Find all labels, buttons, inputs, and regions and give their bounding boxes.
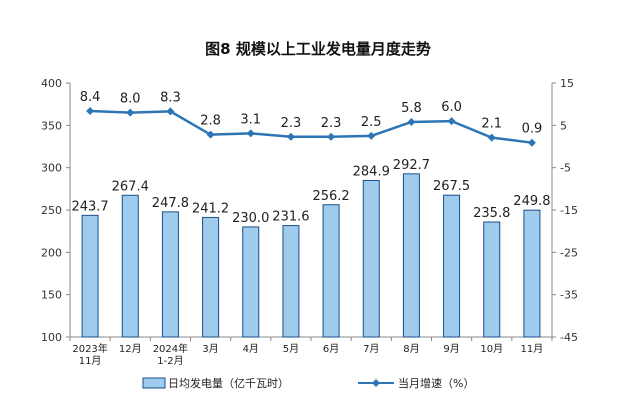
bar-value-label: 267.4 [112, 179, 149, 194]
line-point [86, 106, 95, 115]
bar-value-label: 231.6 [272, 210, 309, 225]
line-point [206, 130, 215, 139]
line-point [286, 132, 295, 141]
legend-line-label: 当月增速（%） [398, 376, 474, 390]
bar [202, 216, 220, 338]
legend-line-marker [372, 379, 380, 387]
x-tick-label: 12月 [119, 343, 142, 355]
line-value-label: 8.3 [160, 90, 181, 105]
y-left-tick-label: 300 [41, 162, 62, 175]
line-value-label: 2.3 [281, 116, 302, 131]
bar [121, 194, 139, 338]
y-left-tick-label: 200 [41, 246, 62, 259]
y-right-tick-label: 5 [560, 119, 567, 132]
line-point [487, 133, 496, 142]
bar-value-label: 284.9 [353, 164, 390, 179]
legend-bar-label: 日均发电量（亿千瓦时） [168, 376, 289, 390]
bar [523, 209, 541, 338]
legend: 日均发电量（亿千瓦时） 当月增速（%） [142, 376, 474, 390]
y-right-tick-label: -45 [560, 331, 578, 344]
line-value-label: 3.1 [240, 112, 261, 127]
line-point [527, 138, 536, 147]
line-value-label: 2.8 [200, 114, 221, 129]
legend-bar-swatch [142, 377, 166, 389]
y-right-tick-label: -15 [560, 204, 578, 217]
line-series: 8.4 8.0 8.3 2.8 3.1 2.3 2.3 2.5 5.8 6.0 2.1 0.9 [80, 90, 543, 147]
bar [443, 194, 461, 338]
bar-value-label: 256.2 [312, 189, 349, 204]
line-point [447, 117, 456, 126]
bar [483, 221, 501, 338]
y-left-tick-label: 250 [41, 204, 62, 217]
bar [161, 211, 179, 338]
axes: 100 150 200 250 300 350 400 -45 -35 -25 -15 -5 5 15 20… [41, 77, 578, 367]
line-point [367, 131, 376, 140]
x-tick-label: 8月 [403, 343, 419, 355]
y-right-tick-label: 15 [560, 77, 574, 90]
line-point [166, 107, 175, 116]
line-value-label: 8.0 [120, 92, 141, 107]
line-value-label: 2.1 [481, 117, 502, 132]
x-tick-label: 9月 [443, 343, 459, 355]
line-value-label: 6.0 [441, 100, 462, 115]
bar [81, 214, 99, 338]
y-right-tick-label: -5 [560, 162, 571, 175]
x-tick-label: 2023年 11月 [72, 342, 107, 367]
bar-value-label: 247.8 [152, 196, 189, 211]
line-point [246, 129, 255, 138]
y-right-tick-label: -25 [560, 246, 578, 259]
bar-value-label: 230.0 [232, 211, 269, 226]
bar [242, 226, 260, 338]
x-tick-label: 7月 [363, 343, 379, 355]
bar [282, 225, 300, 338]
bar-value-label: 292.7 [393, 158, 430, 173]
y-left-tick-label: 100 [41, 331, 62, 344]
x-tick-label: 5月 [283, 343, 299, 355]
bar [402, 173, 420, 338]
chart-title: 图8 规模以上工业发电量月度走势 [205, 40, 431, 58]
x-tick-label: 2024年 1-2月 [153, 342, 188, 367]
line-value-label: 8.4 [80, 90, 101, 105]
y-left-tick-label: 400 [41, 77, 62, 90]
y-left-tick-label: 350 [41, 119, 62, 132]
x-tick-label: 3月 [202, 343, 218, 355]
x-tick-label: 11月 [521, 343, 544, 355]
growth-line [90, 109, 533, 144]
y-left-tick-label: 150 [41, 289, 62, 302]
line-value-label: 0.9 [522, 122, 543, 137]
line-value-label: 2.3 [321, 116, 342, 131]
bar [322, 204, 340, 338]
bar-value-label: 235.8 [473, 206, 510, 221]
line-point [327, 132, 336, 141]
bar-value-label: 249.8 [513, 194, 550, 209]
line-value-label: 5.8 [401, 101, 422, 116]
bar-value-label: 267.5 [433, 179, 470, 194]
bar-value-label: 241.2 [192, 201, 229, 216]
line-point [407, 117, 416, 126]
x-tick-label: 10月 [480, 343, 503, 355]
x-tick-label: 6月 [323, 343, 339, 355]
line-value-label: 2.5 [361, 115, 382, 130]
bar-value-label: 243.7 [71, 199, 108, 214]
x-tick-label: 4月 [243, 343, 259, 355]
y-right-tick-label: -35 [560, 289, 578, 302]
line-point [126, 108, 135, 117]
bar [362, 179, 380, 338]
